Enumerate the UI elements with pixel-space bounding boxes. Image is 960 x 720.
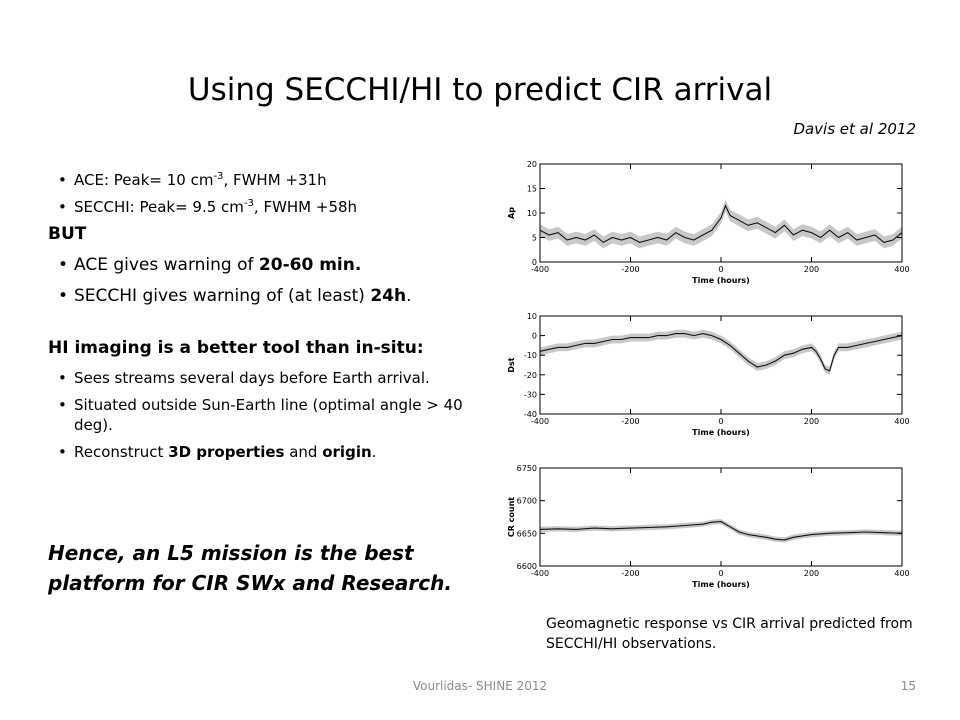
reference-citation: Davis et al 2012 [793, 120, 916, 138]
warning-bullets: ACE gives warning of 20-60 min. SECCHI g… [48, 254, 478, 307]
y-tick-label: -30 [524, 390, 537, 399]
bullet-text-block: ACE: Peak= 10 cm-3, FWHM +31h SECCHI: Pe… [48, 170, 478, 469]
chart-panel-3: -400 -200 0 200 400 6600 6650 6700 6750 Time (hou… [507, 464, 910, 589]
y-tick-label: 10 [527, 312, 537, 321]
bullet-bold-text: 3D properties [168, 443, 285, 461]
uncertainty-band [540, 329, 902, 375]
x-axis-label: Time (hours) [692, 580, 750, 589]
list-item: Sees streams several days before Earth a… [48, 368, 478, 388]
bullet-text: SECCHI gives warning of (at least) [74, 286, 371, 306]
list-item: ACE gives warning of 20-60 min. [48, 254, 478, 276]
bullet-text: and [284, 443, 323, 461]
y-tick-label: 10 [527, 209, 537, 218]
y-tick-label: -10 [524, 351, 537, 360]
plot-frame [539, 315, 903, 415]
series-line [539, 204, 903, 244]
page-number: 15 [900, 679, 916, 693]
bullet-text: . [406, 286, 412, 306]
x-tick-label: 200 [804, 569, 819, 578]
bullet-bold-text: origin [322, 443, 372, 461]
y-tick-label: 15 [527, 185, 537, 194]
measurement-bullets: ACE: Peak= 10 cm-3, FWHM +31h SECCHI: Pe… [48, 170, 478, 217]
bullet-text: . [371, 443, 377, 461]
figure-caption: Geomagnetic response vs CIR arrival pred… [546, 616, 913, 652]
hi-bullets: Sees streams several days before Earth a… [48, 368, 478, 462]
slide-title: Using SECCHI/HI to predict CIR arrival [187, 72, 773, 108]
uncertainty-band [540, 519, 902, 543]
bullet-bold-text: 20-60 min. [258, 255, 362, 275]
list-item: SECCHI gives warning of (at least) 24h. [48, 285, 478, 307]
conclusion-text: Hence, an L5 mission is the best platfor… [48, 541, 452, 595]
y-tick-label: 5 [532, 234, 537, 243]
bullet-text: ACE: Peak= 10 cm [74, 171, 214, 189]
x-tick-label: -200 [621, 569, 639, 578]
superscript: -3 [213, 171, 224, 182]
x-axis-label: Time (hours) [692, 428, 750, 437]
chart-panel-1: -400 -200 0 200 400 0 5 10 15 20 Time (hours) Ap [507, 160, 910, 285]
x-tick-label: 400 [894, 265, 909, 274]
bullet-text: SECCHI: Peak= 9.5 cm [74, 198, 244, 216]
series-line [539, 333, 903, 372]
bullet-text: Reconstruct [74, 443, 169, 461]
but-label: BUT [48, 224, 87, 244]
list-item: SECCHI: Peak= 9.5 cm-3, FWHM +58h [48, 197, 478, 217]
hi-heading: HI imaging is a better tool than in-situ… [48, 338, 424, 358]
x-tick-label: 0 [718, 417, 723, 426]
x-tick-label: -400 [531, 265, 549, 274]
y-tick-label: 6600 [517, 562, 537, 571]
x-tick-label: 200 [804, 265, 819, 274]
superscript: -3 [243, 198, 254, 209]
y-tick-label: 6700 [517, 497, 537, 506]
series-line [539, 521, 903, 541]
y-axis-label: Ap [507, 207, 516, 219]
y-tick-label: 0 [532, 258, 537, 267]
bullet-text: , FWHM +31h [223, 171, 327, 189]
y-tick-label: 6750 [517, 464, 537, 473]
x-tick-label: -400 [531, 569, 549, 578]
chart-panel-2: -400 -200 0 200 400 -40 -30 -20 -10 0 10 Time (hour… [507, 312, 910, 437]
bullet-text: ACE gives warning of [74, 255, 259, 275]
footer-text: Vourlidas- SHINE 2012 [412, 679, 548, 693]
list-item: ACE: Peak= 10 cm-3, FWHM +31h [48, 170, 478, 190]
x-tick-label: -400 [531, 417, 549, 426]
y-tick-label: 6650 [517, 529, 537, 538]
y-axis-label: Dst [507, 357, 516, 372]
x-axis-label: Time (hours) [692, 276, 750, 285]
x-tick-label: -200 [621, 417, 639, 426]
x-tick-label: 400 [894, 569, 909, 578]
y-tick-label: -20 [524, 371, 537, 380]
list-item: Situated outside Sun-Earth line (optimal… [48, 395, 478, 435]
bullet-bold-text: 24h [370, 286, 407, 306]
x-tick-label: 0 [718, 265, 723, 274]
bullet-text: , FWHM +58h [253, 198, 358, 216]
y-tick-label: 20 [527, 160, 537, 169]
x-tick-label: 0 [718, 569, 723, 578]
x-tick-label: 200 [804, 417, 819, 426]
x-tick-label: 400 [894, 417, 909, 426]
uncertainty-band [540, 199, 902, 249]
list-item: Reconstruct 3D properties and origin. [48, 442, 478, 462]
y-tick-label: -40 [524, 410, 537, 419]
plot-frame [539, 467, 903, 567]
x-tick-label: -200 [621, 265, 639, 274]
y-tick-label: 0 [532, 332, 537, 341]
y-axis-label: CR count [507, 497, 516, 537]
